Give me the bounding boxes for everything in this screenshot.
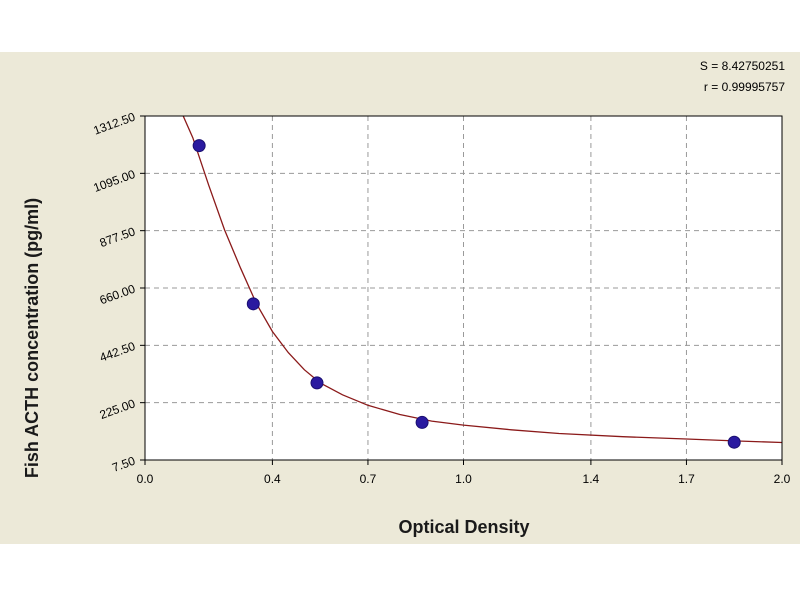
x-tick-label: 0.0 bbox=[137, 472, 154, 486]
y-axis-title: Fish ACTH concentration (pg/ml) bbox=[22, 198, 42, 478]
stat-s-label: S = 8.42750251 bbox=[700, 59, 785, 73]
data-point bbox=[192, 139, 206, 153]
x-tick-label: 1.4 bbox=[583, 472, 600, 486]
grid-lines bbox=[145, 116, 782, 460]
fit-curve bbox=[182, 115, 783, 444]
y-tick-label: 877.50 bbox=[98, 224, 138, 250]
x-axis-title: Optical Density bbox=[398, 517, 529, 537]
data-point bbox=[310, 376, 324, 390]
y-tick-label: 660.00 bbox=[98, 282, 138, 308]
standard-curve-chart: 0.0 0.4 0.7 1.0 1.4 1.7 2.0 7.50 225.00 442.50 660… bbox=[22, 59, 791, 537]
x-tick-label: 1.0 bbox=[455, 472, 472, 486]
y-tick-label: 1095.00 bbox=[91, 167, 137, 195]
y-tick-label: 442.50 bbox=[98, 339, 138, 365]
data-point bbox=[727, 435, 741, 449]
data-point bbox=[415, 415, 429, 429]
y-tick-label: 1312.50 bbox=[91, 110, 137, 138]
fit-curve-layer bbox=[182, 115, 783, 444]
stat-r-label: r = 0.99995757 bbox=[704, 80, 785, 94]
y-tick-label: 225.00 bbox=[98, 396, 138, 422]
data-points-layer bbox=[192, 139, 741, 449]
y-tick-label: 7.50 bbox=[110, 454, 137, 475]
x-tick-label: 0.7 bbox=[360, 472, 377, 486]
plot-frame bbox=[144, 115, 783, 461]
x-tick-label: 2.0 bbox=[774, 472, 791, 486]
x-tick-label: 1.7 bbox=[678, 472, 695, 486]
chart-panel: 0.0 0.4 0.7 1.0 1.4 1.7 2.0 7.50 225.00 442.50 660… bbox=[0, 52, 800, 544]
x-tick-label: 0.4 bbox=[264, 472, 281, 486]
data-point bbox=[246, 297, 260, 311]
